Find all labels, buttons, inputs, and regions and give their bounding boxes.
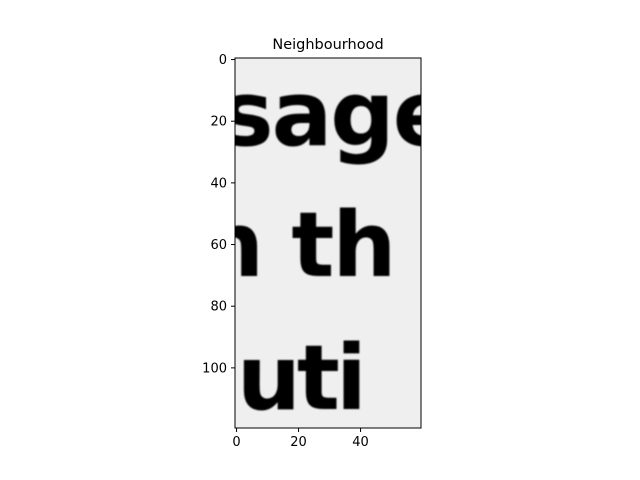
image-text-line-2: n th [200,193,395,298]
plot-frame [234,57,422,429]
image-plot-area: sage n th luti [200,57,452,431]
y-tick-label: 80 [210,300,227,315]
x-tick-label: 40 [352,435,369,450]
x-axis: 0 20 40 [232,428,369,450]
x-tick-label: 20 [290,435,307,450]
image-text-content: sage n th luti [200,62,452,431]
image-text-line-3: luti [210,326,363,431]
y-tick-label: 20 [210,115,227,130]
chart-title: Neighbourhood [272,37,383,53]
y-tick-label: 40 [210,176,227,191]
image-background [235,58,421,428]
y-axis: 0 20 40 60 80 100 [202,53,235,376]
y-tick-label: 60 [210,238,227,253]
y-tick-label: 100 [202,361,227,376]
x-tick-label: 0 [232,435,240,450]
image-text-line-1: sage [220,62,452,167]
y-tick-label: 0 [219,53,227,68]
